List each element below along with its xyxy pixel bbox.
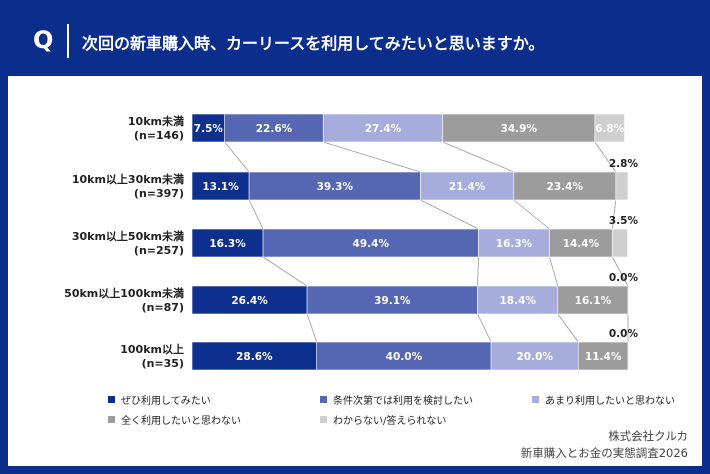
header-divider (67, 24, 69, 58)
value-label: 16.1% (575, 295, 612, 307)
bar-segment (594, 113, 625, 143)
value-label: 14.4% (563, 238, 600, 250)
legend-swatch-4 (108, 416, 115, 423)
category-label: 30km以上50km未満 (72, 229, 184, 243)
connector-line (549, 256, 559, 287)
category-label: 10km未満 (128, 114, 184, 128)
category-n-label: (n=257) (134, 244, 184, 257)
q-mark: Q (33, 26, 54, 54)
category-label: 10km以上30km未満 (72, 172, 184, 186)
legend-swatch-5 (320, 416, 327, 423)
bar-segment (577, 341, 629, 371)
value-label: 16.3% (496, 238, 533, 250)
connector-line (262, 256, 308, 287)
value-label: 0.0% (609, 272, 639, 284)
legend: ぜひ利用してみたい 条件次第では利用を検討したい あまり利用したいと思わない 全… (108, 392, 688, 432)
value-label: 6.8% (595, 123, 625, 135)
connector-line (224, 141, 250, 173)
legend-swatch-3 (532, 396, 539, 403)
credit: 株式会社クルカ 新車購入とお金の実態調査2026 (521, 428, 688, 462)
legend-item-5: わからない/答えられない (320, 412, 446, 427)
value-label: 20.0% (516, 351, 553, 363)
connector-line (323, 141, 421, 173)
legend-swatch-2 (320, 396, 327, 403)
bar-segment (306, 285, 478, 315)
value-label: 0.0% (609, 328, 639, 340)
value-label: 23.4% (547, 181, 584, 193)
connector-line (306, 313, 318, 343)
value-label: 39.1% (374, 295, 411, 307)
bar-segment (557, 285, 629, 315)
bar-segment (615, 171, 629, 201)
category-n-label: (n=397) (134, 187, 184, 200)
legend-item-1: ぜひ利用してみたい (108, 392, 211, 407)
legend-label-5: わからない/答えられない (333, 416, 447, 427)
bar-segment (478, 228, 550, 258)
legend-item-3: あまり利用したいと思わない (532, 392, 675, 407)
connector-line (557, 313, 579, 343)
bar-segment (191, 113, 226, 143)
connector-line (611, 199, 617, 230)
connector-line (477, 256, 479, 287)
value-label: 3.5% (609, 215, 639, 227)
category-n-label: (n=35) (142, 357, 184, 370)
legend-item-4: 全く利用したいと思わない (108, 412, 241, 427)
value-label: 11.4% (585, 351, 622, 363)
value-label: 26.4% (231, 295, 268, 307)
connector-line (611, 256, 629, 287)
bar-segment (477, 285, 559, 315)
legend-label-3: あまり利用したいと思わない (545, 396, 675, 407)
value-label: 16.3% (209, 238, 246, 250)
bar-segment (191, 341, 317, 371)
connector-line (248, 199, 264, 230)
bar-segment (442, 113, 596, 143)
connector-line (477, 313, 492, 343)
question-title: 次回の新車購入時、カーリースを利用してみたいと思いますか。 (82, 34, 545, 53)
value-label: 27.4% (365, 123, 402, 135)
stacked-bar-chart: 10km未満(n=146) 7.5% 22.6% 27.4% 34.9% 6.8% 10km… (64, 113, 639, 371)
value-label: 28.6% (236, 351, 273, 363)
bar-segment (224, 113, 324, 143)
connector-line (513, 199, 550, 230)
bar-segment (191, 285, 308, 315)
value-label: 22.6% (256, 123, 293, 135)
bar-segment (191, 228, 264, 258)
bar-segment (513, 171, 617, 201)
question-header: Q 次回の新車購入時、カーリースを利用してみたいと思いますか。 (0, 0, 710, 76)
value-label: 34.9% (501, 123, 538, 135)
value-label: 13.1% (202, 181, 239, 193)
bar-segment (322, 113, 443, 143)
bar-segment (248, 171, 421, 201)
bar-segment (612, 228, 628, 258)
category-label: 100km以上 (120, 342, 184, 356)
category-n-label: (n=87) (142, 301, 184, 314)
category-n-label: (n=146) (134, 129, 184, 142)
value-label: 39.3% (317, 181, 354, 193)
company-name: 株式会社クルカ (608, 429, 688, 443)
bar-segment (490, 341, 579, 371)
value-label: 18.4% (499, 295, 536, 307)
bar-segment (420, 171, 515, 201)
legend-swatch-1 (108, 396, 115, 403)
value-label: 21.4% (449, 181, 486, 193)
legend-label-4: 全く利用したいと思わない (121, 416, 241, 427)
legend-label-2: 条件次第では利用を検討したい (333, 396, 473, 407)
value-label: 2.8% (609, 158, 639, 170)
connector-line (442, 141, 514, 173)
value-label: 40.0% (386, 351, 423, 363)
legend-item-2: 条件次第では利用を検討したい (320, 392, 473, 407)
bar-segment (262, 228, 479, 258)
bar-segment (316, 341, 492, 371)
value-label: 49.4% (353, 238, 390, 250)
bar-segment (191, 171, 250, 201)
connector-lines (224, 141, 629, 343)
chart-panel: 10km未満 (n=146) 7.5% 22.6% 27.4% 34.9% 6.8% 10km… (8, 76, 702, 466)
value-label: 7.5% (194, 123, 224, 135)
bar-segment (549, 228, 613, 258)
connector-line (420, 199, 479, 230)
connector-line (594, 141, 617, 173)
category-label: 50km以上100km未満 (64, 286, 184, 300)
survey-name: 新車購入とお金の実態調査2026 (520, 446, 688, 460)
legend-label-1: ぜひ利用してみたい (121, 396, 211, 407)
